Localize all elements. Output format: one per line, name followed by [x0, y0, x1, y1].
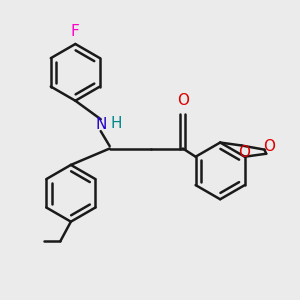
Text: O: O	[238, 146, 250, 160]
Text: N: N	[95, 117, 106, 132]
Text: O: O	[262, 139, 274, 154]
Text: O: O	[177, 93, 189, 108]
Text: F: F	[71, 24, 80, 39]
Text: H: H	[110, 116, 122, 130]
